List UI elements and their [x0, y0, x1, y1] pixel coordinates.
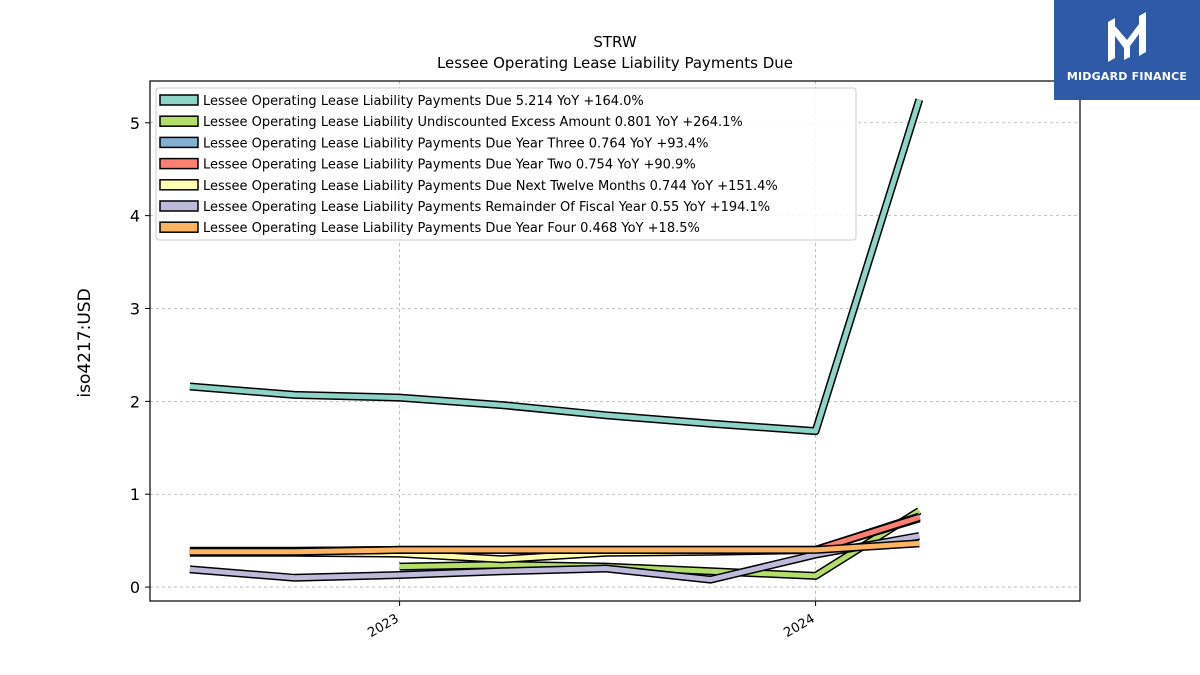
legend-entry: Lessee Operating Lease Liability Payment…: [203, 200, 770, 215]
legend-entry: Lessee Operating Lease Liability Undisco…: [203, 115, 743, 130]
series-line: [189, 98, 922, 434]
y-tick-label: 4: [130, 207, 140, 226]
plot-frame: [149, 80, 1081, 602]
y-tick-label: 5: [130, 114, 140, 133]
chart-title: STRW: [593, 33, 636, 51]
y-tick-label: 2: [130, 392, 140, 411]
legend-box: [155, 87, 857, 241]
brand-name: MIDGARD FINANCE: [1066, 70, 1188, 83]
series-line: [189, 533, 920, 583]
legend-entry: Lessee Operating Lease Liability Payment…: [203, 136, 709, 151]
series-line: [399, 508, 921, 579]
series-line-outline: [189, 512, 921, 555]
series-line: [189, 514, 921, 554]
series-line: [189, 540, 920, 555]
legend-entry: Lessee Operating Lease Liability Payment…: [203, 179, 778, 194]
midgard-logo-icon: [1108, 12, 1146, 62]
y-tick-label: 3: [130, 300, 140, 319]
legend-entry: Lessee Operating Lease Liability Payment…: [203, 221, 700, 236]
legend-swatch: [159, 221, 199, 233]
chart-subtitle: Lessee Operating Lease Liability Payment…: [437, 54, 793, 72]
legend-entry: Lessee Operating Lease Liability Payment…: [203, 94, 644, 109]
y-axis-label: iso4217:USD: [75, 288, 95, 397]
legend-swatch: [159, 136, 199, 149]
legend-swatch: [159, 115, 199, 127]
series-lines: [189, 98, 924, 584]
legend: Lessee Operating Lease Liability Payment…: [155, 87, 857, 241]
x-tick-label: 2023: [365, 611, 401, 641]
y-tick-label: 0: [130, 578, 140, 597]
legend-swatch: [159, 179, 199, 191]
x-tick-label: 2024: [781, 611, 817, 641]
y-tick-label: 1: [130, 485, 140, 504]
legend-swatch: [159, 94, 199, 106]
brand-logo: MIDGARD FINANCE: [1054, 0, 1200, 100]
legend-entry: Lessee Operating Lease Liability Payment…: [203, 158, 696, 173]
legend-swatch: [159, 157, 199, 170]
series-line-outline: [189, 513, 921, 555]
legend-swatch: [159, 200, 199, 212]
series-line: [189, 515, 921, 554]
